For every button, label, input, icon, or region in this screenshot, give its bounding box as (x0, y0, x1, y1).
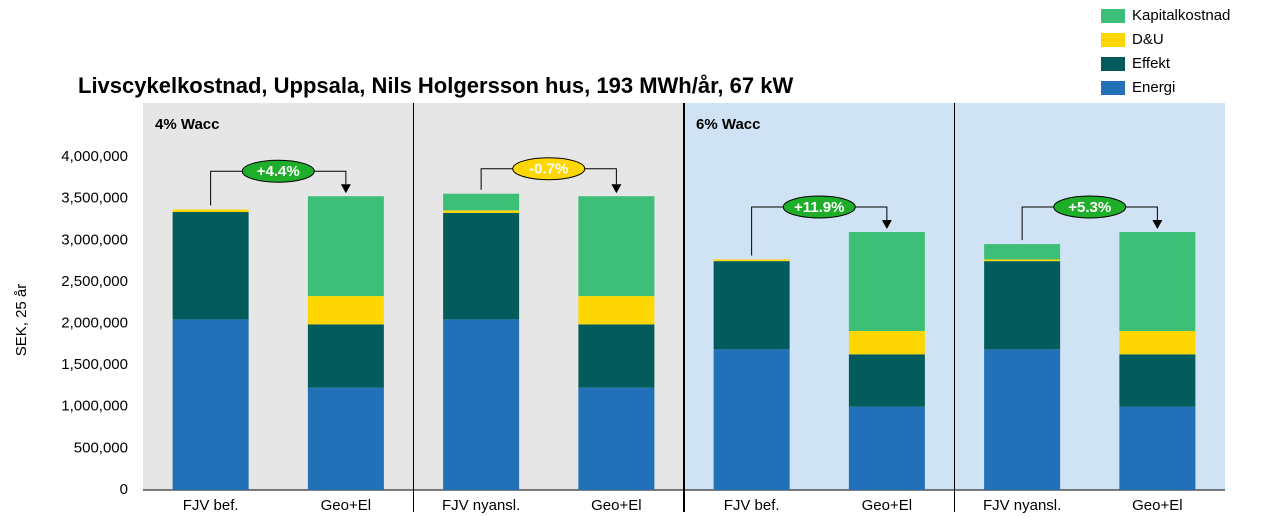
y-tick-label: 3,500,000 (61, 190, 128, 207)
annotation: +5.3% (1068, 199, 1111, 216)
bar-segment (307, 196, 384, 297)
y-tick-label: 0 (120, 481, 128, 498)
bar-segment (848, 331, 925, 355)
bar-segment (307, 324, 384, 388)
bar-segment (172, 209, 249, 213)
bar-segment (713, 259, 790, 262)
y-tick-label: 2,500,000 (61, 273, 128, 290)
bar-segment (1119, 406, 1196, 490)
bar-segment (984, 349, 1061, 490)
chart-title: Livscykelkostnad, Uppsala, Nils Holgerss… (78, 73, 793, 98)
x-tick-label: FJV nyansl. (983, 497, 1061, 514)
bar-segment (578, 296, 655, 325)
legend-swatch (1101, 81, 1125, 95)
arrow-head (1152, 220, 1163, 229)
bar-segment (1119, 354, 1196, 407)
y-tick-label: 1,000,000 (61, 398, 128, 415)
bar-segment (984, 259, 1061, 262)
bar-segment (984, 244, 1061, 260)
legend-label: Energi (1132, 79, 1175, 96)
legend-swatch (1101, 9, 1125, 23)
bar-segment (984, 261, 1061, 350)
bar-segment (578, 196, 655, 297)
bar-segment (578, 324, 655, 388)
arrow-head (611, 184, 622, 194)
arrow-head (340, 184, 351, 194)
bar-segment (172, 319, 249, 490)
x-tick-label: Geo+El (591, 497, 641, 514)
bar-segment (713, 349, 790, 490)
pill (241, 159, 315, 183)
annotation: +4.4% (257, 163, 300, 180)
y-tick-label: 3,000,000 (61, 231, 128, 248)
x-tick-label: Geo+El (321, 497, 371, 514)
panel-label: 4% Wacc (155, 116, 219, 133)
y-tick-label: 4,000,000 (61, 148, 128, 165)
x-tick-label: FJV nyansl. (442, 497, 520, 514)
bar-segment (578, 387, 655, 490)
panel-label: 6% Wacc (696, 116, 760, 133)
bar-segment (172, 212, 249, 320)
y-tick-label: 2,000,000 (61, 315, 128, 332)
legend-swatch (1101, 33, 1125, 47)
bar-segment (307, 296, 384, 325)
bar-segment (307, 387, 384, 490)
legend-label: D&U (1132, 31, 1164, 48)
bar-segment (848, 406, 925, 490)
x-tick-label: Geo+El (862, 497, 912, 514)
bar-segment (443, 319, 520, 490)
bar-segment (1119, 232, 1196, 332)
bar-segment (1119, 331, 1196, 355)
annotation: +11.9% (794, 199, 844, 216)
y-tick-label: 1,500,000 (61, 356, 128, 373)
bar-segment (848, 354, 925, 407)
x-tick-label: FJV bef. (724, 497, 780, 514)
legend-label: Kapitalkostnad (1132, 7, 1230, 24)
legend-label: Effekt (1132, 55, 1171, 72)
annotation: -0.7% (529, 161, 568, 178)
bar-segment (443, 210, 520, 213)
pill (512, 157, 586, 181)
arrow-head (881, 220, 892, 229)
bar-segment (848, 232, 925, 332)
pill (782, 195, 856, 219)
bar-segment (713, 261, 790, 350)
pill (1053, 195, 1127, 219)
y-tick-label: 500,000 (74, 439, 128, 456)
x-tick-label: FJV bef. (183, 497, 239, 514)
x-tick-label: Geo+El (1132, 497, 1182, 514)
legend-swatch (1101, 57, 1125, 71)
bar-segment (443, 212, 520, 320)
y-axis-label: SEK, 25 år (13, 284, 30, 357)
bar-segment (443, 193, 520, 211)
